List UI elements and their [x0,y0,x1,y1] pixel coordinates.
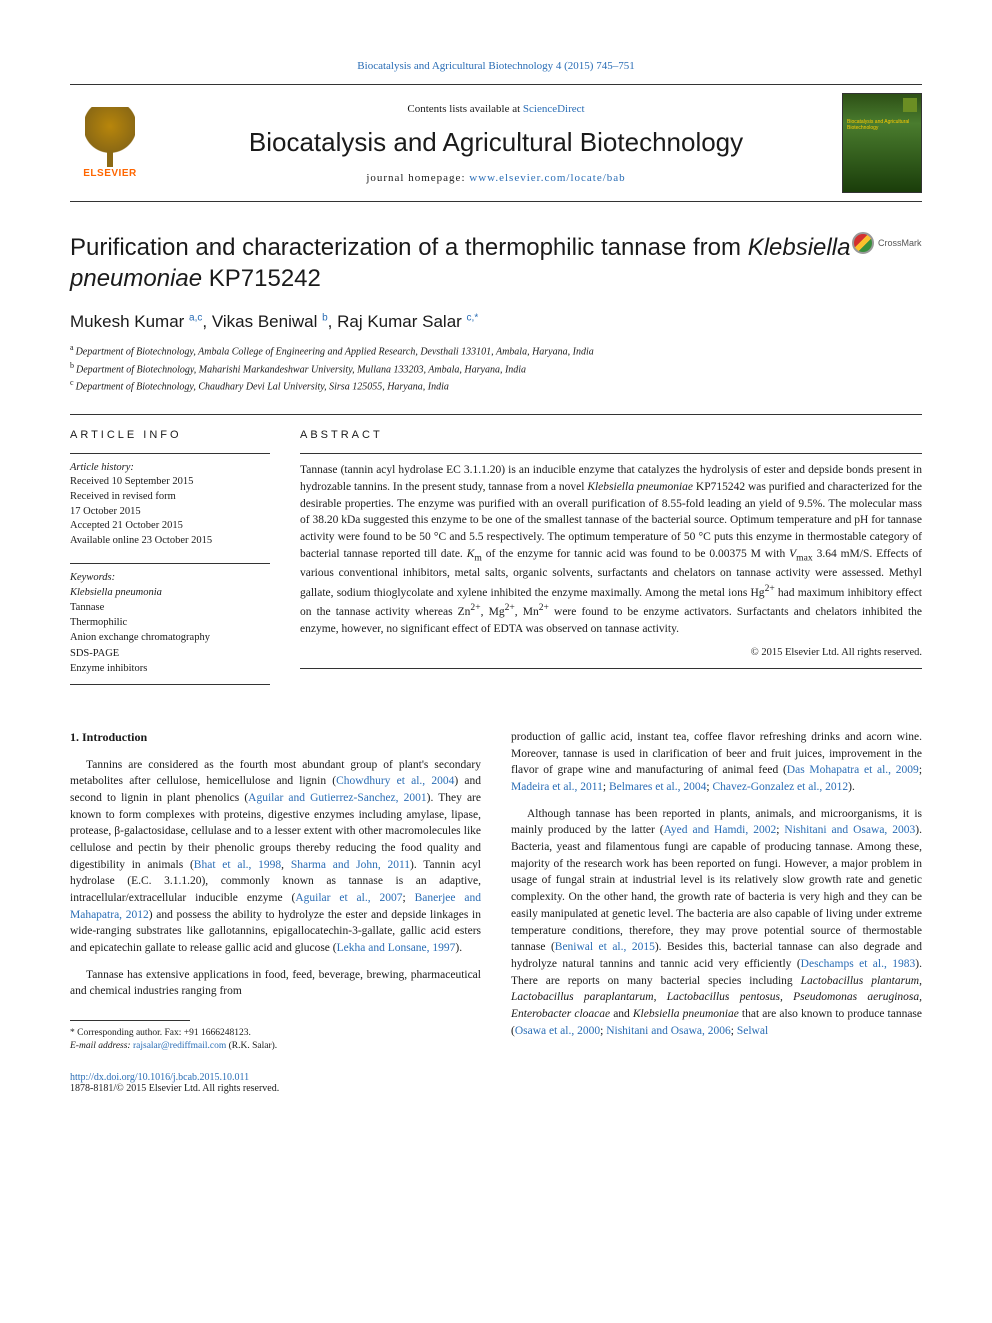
running-head-link[interactable]: Biocatalysis and Agricultural Biotechnol… [357,60,634,72]
doi-link[interactable]: http://dx.doi.org/10.1016/j.bcab.2015.10… [70,1072,249,1083]
citation-link[interactable]: Lekha and Lonsane, 1997 [337,942,456,954]
citation-link[interactable]: Nishitani and Osawa, 2003 [784,824,915,836]
crossmark-label: CrossMark [878,238,922,248]
body-column-right: production of gallic acid, instant tea, … [511,729,922,1053]
citation-link[interactable]: Aguilar et al., 2007 [295,892,402,904]
citation-link[interactable]: Das Mohapatra et al., 2009 [787,764,919,776]
running-head: Biocatalysis and Agricultural Biotechnol… [70,60,922,72]
email-label: E-mail address: [70,1041,133,1051]
affiliation: a Department of Biotechnology, Ambala Co… [70,342,922,359]
publisher-name: ELSEVIER [83,168,136,179]
author-list: Mukesh Kumar a,c, Vikas Beniwal b, Raj K… [70,312,922,332]
citation-link[interactable]: Nishitani and Osawa, 2006 [606,1025,731,1037]
keyword: Tannase [70,600,270,615]
crossmark-icon [852,232,874,254]
footnote-separator [70,1020,190,1021]
citation-link[interactable]: Aguilar and Gutierrez-Sanchez, 2001 [248,792,426,804]
keywords-label: Keywords: [70,572,270,583]
abstract-heading: ABSTRACT [300,429,922,441]
affiliations: a Department of Biotechnology, Ambala Co… [70,342,922,394]
body-column-left: 1. Introduction Tannins are considered a… [70,729,481,1053]
affiliation: b Department of Biotechnology, Maharishi… [70,360,922,377]
history-item: Received in revised form [70,490,270,505]
journal-homepage-link[interactable]: www.elsevier.com/locate/bab [469,172,625,184]
crossmark-badge[interactable]: CrossMark [852,232,922,254]
citation-link[interactable]: Madeira et al., 2011 [511,781,603,793]
citation-link[interactable]: Chavez-Gonzalez et al., 2012 [712,781,848,793]
author: Vikas Beniwal b [212,312,328,331]
abstract-copyright: © 2015 Elsevier Ltd. All rights reserved… [300,647,922,669]
contents-available: Contents lists available at ScienceDirec… [170,103,822,115]
citation-link[interactable]: Beniwal et al., 2015 [555,941,655,953]
history-item: Available online 23 October 2015 [70,534,270,549]
body-paragraph: Tannase has extensive applications in fo… [70,967,481,1000]
body-paragraph: Tannins are considered as the fourth mos… [70,757,481,957]
journal-cover-thumbnail: Biocatalysis and Agricultural Biotechnol… [842,93,922,193]
journal-header: ELSEVIER Contents lists available at Sci… [70,84,922,202]
section-heading-intro: 1. Introduction [70,729,481,746]
cover-title: Biocatalysis and Agricultural Biotechnol… [843,94,921,131]
citation-link[interactable]: Bhat et al., 1998 [194,859,281,871]
citation-link[interactable]: Banerjee and Mahapatra, 2012 [70,892,481,921]
keyword: Thermophilic [70,615,270,630]
corresponding-footnote: * Corresponding author. Fax: +91 1666248… [70,1027,481,1054]
body-paragraph: Although tannase has been reported in pl… [511,806,922,1039]
publisher-logo: ELSEVIER [70,98,150,188]
footer-copyright: 1878-8181/© 2015 Elsevier Ltd. All right… [70,1083,922,1094]
sciencedirect-link[interactable]: ScienceDirect [523,103,585,115]
history-item: 17 October 2015 [70,505,270,520]
journal-name: Biocatalysis and Agricultural Biotechnol… [170,127,822,158]
citation-link[interactable]: Chowdhury et al., 2004 [336,775,454,787]
footer: http://dx.doi.org/10.1016/j.bcab.2015.10… [70,1072,922,1094]
keyword: SDS-PAGE [70,646,270,661]
keyword: Anion exchange chromatography [70,630,270,645]
author: Mukesh Kumar a,c [70,312,202,331]
history-label: Article history: [70,462,270,473]
keyword: Klebsiella pneumonia [70,585,270,600]
elsevier-tree-icon [85,107,135,162]
body-paragraph: production of gallic acid, instant tea, … [511,729,922,796]
keyword: Enzyme inhibitors [70,661,270,676]
affiliation: c Department of Biotechnology, Chaudhary… [70,377,922,394]
citation-link[interactable]: Ayed and Hamdi, 2002 [664,824,777,836]
corresponding-email-link[interactable]: rajsalar@rediffmail.com [133,1041,226,1051]
abstract-text: Tannase (tannin acyl hydrolase EC 3.1.1.… [300,453,922,637]
citation-link[interactable]: Selwal [737,1025,768,1037]
citation-link[interactable]: Deschamps et al., 1983 [801,958,916,970]
article-title: Purification and characterization of a t… [70,232,852,294]
author: Raj Kumar Salar c,* [337,312,478,331]
citation-link[interactable]: Belmares et al., 2004 [609,781,706,793]
citation-link[interactable]: Sharma and John, 2011 [291,859,410,871]
citation-link[interactable]: Osawa et al., 2000 [515,1025,600,1037]
article-info-heading: ARTICLE INFO [70,429,270,441]
history-item: Received 10 September 2015 [70,475,270,490]
history-item: Accepted 21 October 2015 [70,519,270,534]
journal-homepage: journal homepage: www.elsevier.com/locat… [170,172,822,184]
